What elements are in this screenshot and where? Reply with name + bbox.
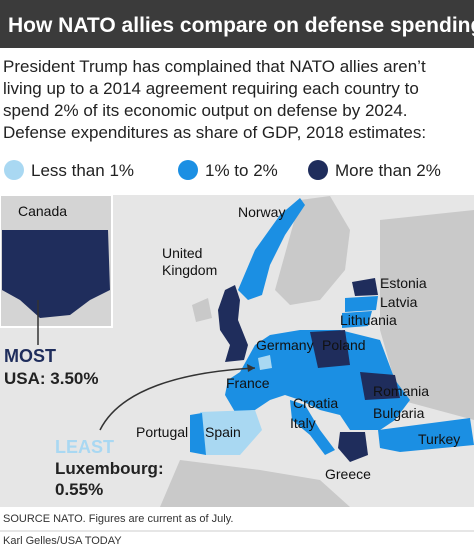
credit: Karl Gelles/USA TODAY [3, 535, 122, 547]
label: Kingdom [162, 262, 217, 278]
label: Turkey [418, 431, 460, 447]
label: Norway [238, 204, 285, 220]
lux-pointer [99, 367, 256, 431]
label: Lithuania [340, 312, 397, 328]
least-text: Luxembourg: [55, 459, 164, 478]
legend-label: 1% to 2% [205, 161, 278, 180]
label: Poland [322, 337, 366, 353]
label: Croatia [293, 395, 338, 411]
intro-line: spend 2% of its economic output on defen… [3, 101, 408, 120]
country-uk [218, 285, 248, 362]
label: Estonia [380, 275, 427, 291]
legend-label: Less than 1% [31, 161, 134, 180]
country-portugal [190, 413, 206, 455]
country-greece [338, 432, 368, 462]
country-italy [290, 400, 335, 455]
label: Romania [373, 383, 429, 399]
legend-swatch [308, 160, 328, 180]
country-turkey [378, 418, 474, 452]
country-usa [2, 230, 110, 318]
country-norway [238, 198, 305, 300]
arrowhead [247, 364, 255, 372]
intro-line: Defense expenditures as share of GDP, 20… [3, 123, 426, 142]
intro-line: living up to a 2014 agreement requiring … [3, 79, 419, 98]
legend-swatch [4, 160, 24, 180]
country-estonia [352, 278, 378, 296]
country-romania [360, 372, 400, 400]
header-bar [0, 0, 474, 48]
country-continent [225, 330, 410, 430]
label: Latvia [380, 294, 418, 310]
legend-label: More than 2% [335, 161, 441, 180]
least-text: 0.55% [55, 480, 103, 499]
label: Germany [256, 337, 314, 353]
label: Portugal [136, 424, 188, 440]
legend: Less than 1% 1% to 2% More than 2% [4, 160, 441, 180]
least-heading: LEAST [55, 437, 114, 457]
source: SOURCE NATO. Figures are current as of J… [3, 513, 233, 525]
label: Italy [290, 415, 316, 431]
country-labels: Canada Norway United Kingdom Estonia Lat… [18, 203, 460, 482]
country-lithuania [342, 311, 372, 328]
label: United [162, 245, 202, 261]
country-luxembourg [258, 355, 272, 370]
label: Bulgaria [373, 405, 425, 421]
legend-swatch [178, 160, 198, 180]
intro-line: President Trump has complained that NATO… [3, 57, 426, 76]
label: Canada [18, 203, 67, 219]
country-spain [200, 410, 262, 455]
most-text: USA: 3.50% [4, 369, 98, 388]
country-poland [310, 330, 350, 368]
country-latvia [345, 296, 378, 312]
label: Greece [325, 466, 371, 482]
title: How NATO allies compare on defense spend… [8, 14, 474, 37]
non-nato-land [160, 196, 474, 507]
label: Spain [205, 424, 241, 440]
most-heading: MOST [4, 346, 56, 366]
label: France [226, 375, 270, 391]
